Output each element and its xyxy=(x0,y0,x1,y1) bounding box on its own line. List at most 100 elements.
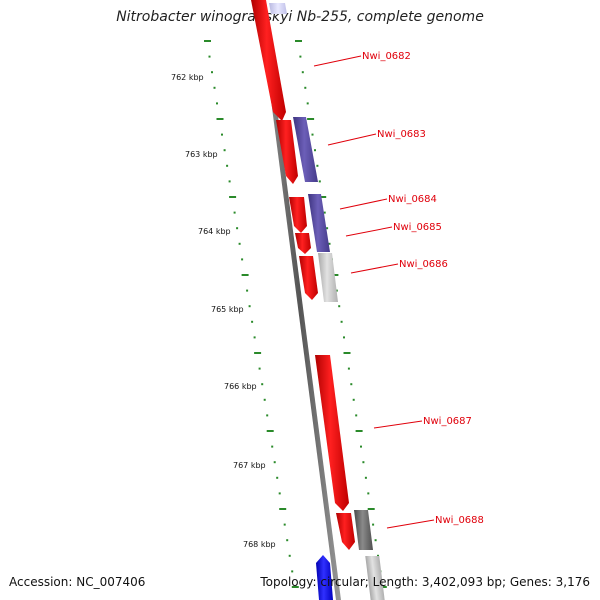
gene-label-0683[interactable]: Nwi_0683 xyxy=(377,129,426,140)
scale-dot-right xyxy=(318,180,321,183)
cog-block-blue-bottom xyxy=(316,555,333,600)
scale-dot-left xyxy=(246,289,249,292)
scale-dot-left xyxy=(253,336,256,339)
scale-dot-left xyxy=(228,180,231,183)
scale-dot-right xyxy=(355,414,358,417)
scale-dot-right xyxy=(314,149,316,152)
gene-arrow-0682[interactable] xyxy=(251,0,286,121)
scale-dot-left xyxy=(211,71,213,74)
scale-dot-right xyxy=(328,242,331,245)
scale-dot-right xyxy=(352,398,355,401)
scale-dot-right xyxy=(304,86,307,89)
gene-label-0687[interactable]: Nwi_0687 xyxy=(423,416,472,427)
scale-dot-right xyxy=(299,55,302,58)
gene-arrow-partial-bottom[interactable] xyxy=(365,556,385,600)
scale-dot-left xyxy=(233,211,236,214)
scale-dot-left xyxy=(216,118,224,120)
cog-block-0686 xyxy=(318,253,338,302)
kbp-label-768: 768 kbp xyxy=(243,540,276,549)
scale-dot-left xyxy=(271,445,274,448)
gene-arrow-0685[interactable] xyxy=(295,233,311,254)
scale-dot-left xyxy=(266,414,269,417)
scale-dot-right xyxy=(362,461,365,464)
scale-dot-right xyxy=(360,445,362,448)
scale-dot-left xyxy=(279,508,287,510)
gene-arrow-0683[interactable] xyxy=(276,120,298,184)
scale-dot-left xyxy=(263,398,266,401)
gene-label-0682[interactable]: Nwi_0682 xyxy=(362,51,411,62)
scale-dot-left xyxy=(213,86,216,89)
scale-dot-left xyxy=(229,196,237,198)
scale-dot-left xyxy=(286,539,289,542)
cog-track xyxy=(269,3,373,600)
cog-block-0684-0685 xyxy=(308,194,330,252)
scale-dot-left xyxy=(248,305,251,308)
kbp-label-766: 766 kbp xyxy=(224,382,257,391)
genome-backbone xyxy=(258,0,341,600)
scale-dot-left xyxy=(208,55,211,58)
kbp-label-767: 767 kbp xyxy=(233,461,266,470)
scale-dot-right xyxy=(377,554,379,557)
scale-dot-left xyxy=(273,461,276,464)
scale-dot-left xyxy=(291,570,294,573)
scale-dot-right xyxy=(311,133,314,136)
cds-track xyxy=(251,0,385,600)
scale-dot-left xyxy=(204,40,211,42)
scale-dot-right xyxy=(301,71,304,74)
scale-dot-right xyxy=(372,523,375,526)
scale-tick-dots-left xyxy=(204,40,299,588)
scale-dot-right xyxy=(307,118,315,120)
scale-dot-left xyxy=(238,242,241,245)
scale-dot-left xyxy=(251,320,254,323)
scale-dot-right xyxy=(364,476,367,479)
scale-dot-left xyxy=(226,164,229,167)
scale-dot-left xyxy=(241,274,249,276)
scale-dot-left xyxy=(223,149,226,152)
scale-dot-left xyxy=(221,133,223,136)
scale-dot-right xyxy=(343,336,345,339)
scale-dot-right xyxy=(355,430,363,432)
cog-block-top xyxy=(269,3,287,14)
scale-dot-left xyxy=(283,523,286,526)
scale-dot-right xyxy=(350,383,353,386)
scale-dot-left xyxy=(216,102,218,105)
scale-dot-left xyxy=(288,554,291,557)
gene-callouts xyxy=(313,55,435,529)
gene-label-0685[interactable]: Nwi_0685 xyxy=(393,222,442,233)
scale-dot-right xyxy=(306,102,309,105)
gene-arrow-0687[interactable] xyxy=(315,355,349,511)
scale-dot-right xyxy=(340,320,343,323)
scale-dot-right xyxy=(335,289,338,292)
scale-dot-right xyxy=(326,227,329,230)
kbp-label-763: 763 kbp xyxy=(185,150,218,159)
cog-block-0683 xyxy=(293,117,318,182)
gene-arrow-0686[interactable] xyxy=(299,256,318,300)
scale-dot-right xyxy=(323,211,326,214)
scale-dot-left xyxy=(258,367,261,370)
gene-labels: Nwi_0682 Nwi_0683 Nwi_0684 Nwi_0685 Nwi_… xyxy=(362,51,484,526)
kbp-label-765: 765 kbp xyxy=(211,305,244,314)
scale-dot-right xyxy=(338,305,341,308)
accession-text: Accession: NC_007406 xyxy=(9,575,146,589)
gene-label-0686[interactable]: Nwi_0686 xyxy=(399,259,448,270)
scale-dot-right xyxy=(379,586,387,588)
scale-dot-left xyxy=(241,258,244,261)
scale-tick-dots-right xyxy=(295,40,387,588)
scale-dot-right xyxy=(343,352,351,354)
map-title: Nitrobacter winogradskyi Nb-255, complet… xyxy=(116,9,484,25)
scale-dot-left xyxy=(261,383,264,386)
kbp-scale: 762 kbp 763 kbp 764 kbp 765 kbp 766 kbp … xyxy=(171,73,276,549)
gene-label-0684[interactable]: Nwi_0684 xyxy=(388,194,437,205)
gene-arrow-0684[interactable] xyxy=(289,197,307,233)
scale-dot-right xyxy=(374,539,377,542)
scale-dot-left xyxy=(276,476,279,479)
kbp-label-764: 764 kbp xyxy=(198,227,231,236)
scale-dot-right xyxy=(295,40,302,42)
scale-dot-right xyxy=(331,274,339,276)
kbp-label-762: 762 kbp xyxy=(171,73,204,82)
gene-label-0688[interactable]: Nwi_0688 xyxy=(435,515,484,526)
gene-arrow-0688[interactable] xyxy=(336,513,355,550)
cog-block-0688 xyxy=(354,510,373,550)
scale-dot-left xyxy=(278,492,281,495)
